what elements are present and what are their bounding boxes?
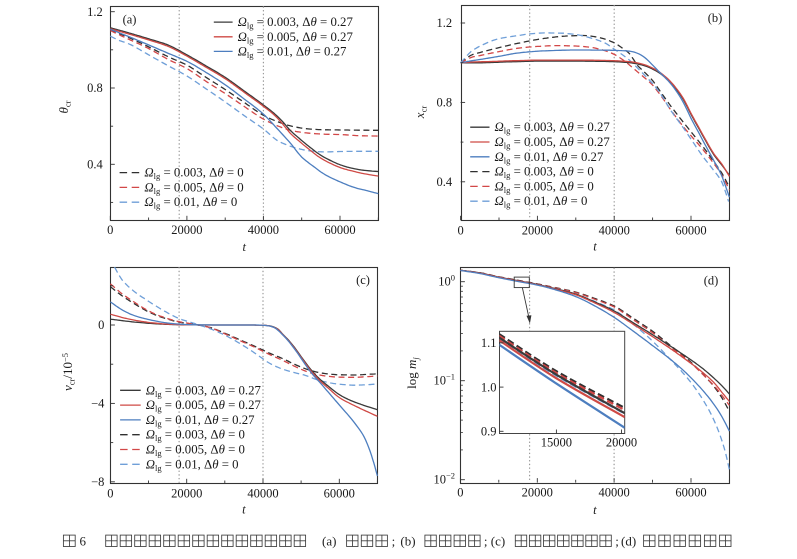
svg-text:Ωlg = 0.01, Δθ = 0: Ωlg = 0.01, Δθ = 0 [495,194,588,210]
svg-text:0.4: 0.4 [87,158,103,172]
svg-text:40000: 40000 [599,223,630,237]
svg-text:20000: 20000 [171,223,202,237]
svg-text:(c): (c) [356,273,370,287]
svg-text:Ωlg = 0.01, Δθ = 0.27: Ωlg = 0.01, Δθ = 0.27 [238,44,347,60]
svg-text:θcr: θcr [56,100,73,113]
svg-text:Ωlg = 0.003, Δθ = 0: Ωlg = 0.003, Δθ = 0 [144,166,243,182]
svg-text:t: t [243,240,247,254]
svg-text:60000: 60000 [675,223,706,237]
svg-text:0: 0 [107,487,113,501]
svg-text:0: 0 [98,318,104,332]
svg-text:Ωlg = 0.003, Δθ = 0.27: Ωlg = 0.003, Δθ = 0.27 [495,120,611,136]
svg-text:20000: 20000 [171,487,202,501]
svg-text:;: ; [615,534,619,549]
svg-text:Ωlg = 0.01, Δθ = 0.27: Ωlg = 0.01, Δθ = 0.27 [146,413,255,429]
svg-text:Ωlg = 0.01, Δθ = 0: Ωlg = 0.01, Δθ = 0 [144,195,237,211]
svg-text:Ωlg = 0.003, Δθ = 0: Ωlg = 0.003, Δθ = 0 [146,428,245,444]
svg-text:60000: 60000 [324,223,355,237]
svg-text:Ωlg = 0.005, Δθ = 0: Ωlg = 0.005, Δθ = 0 [144,180,243,196]
svg-text:−4: −4 [91,397,105,411]
svg-text:1.2: 1.2 [436,16,452,30]
svg-text:60000: 60000 [675,486,706,500]
svg-text:Ωlg = 0.005, Δθ = 0.27: Ωlg = 0.005, Δθ = 0.27 [495,135,611,151]
svg-text:60000: 60000 [324,487,355,501]
svg-text:;: ; [392,534,396,549]
svg-text:xcr: xcr [412,106,429,120]
svg-text:(c): (c) [491,534,505,549]
svg-text:20000: 20000 [522,223,553,237]
svg-text:0.8: 0.8 [436,96,452,110]
svg-text:40000: 40000 [598,486,629,500]
svg-text:0: 0 [457,486,463,500]
svg-text:1.2: 1.2 [87,5,103,19]
svg-text:0.9: 0.9 [481,425,497,439]
svg-text:t: t [242,502,246,516]
svg-text:0: 0 [107,223,113,237]
svg-text:0: 0 [457,223,463,237]
svg-text:6: 6 [80,534,87,549]
svg-text:Ωlg = 0.005, Δθ = 0: Ωlg = 0.005, Δθ = 0 [495,179,594,195]
svg-text:Ωlg = 0.003, Δθ = 0.27: Ωlg = 0.003, Δθ = 0.27 [238,15,354,31]
svg-text:(d): (d) [621,534,636,549]
svg-text:;: ; [484,534,488,549]
svg-text:Ωlg = 0.003, Δθ = 0.27: Ωlg = 0.003, Δθ = 0.27 [146,383,262,399]
svg-text:Ωlg = 0.01, Δθ = 0.27: Ωlg = 0.01, Δθ = 0.27 [495,150,604,166]
svg-text:20000: 20000 [606,436,637,450]
svg-text:−8: −8 [91,475,104,489]
svg-text:Ωlg = 0.01, Δθ = 0: Ωlg = 0.01, Δθ = 0 [146,457,239,473]
svg-text:(b): (b) [708,11,723,25]
svg-text:Ωlg = 0.005, Δθ = 0: Ωlg = 0.005, Δθ = 0 [146,443,245,459]
svg-text:Ωlg = 0.005, Δθ = 0.27: Ωlg = 0.005, Δθ = 0.27 [238,30,354,46]
svg-text:vcr/10−5: vcr/10−5 [60,353,77,391]
svg-text:(a): (a) [322,534,336,549]
svg-text:40000: 40000 [247,487,278,501]
svg-text:0.4: 0.4 [436,175,452,189]
svg-text:20000: 20000 [522,486,553,500]
svg-text:Ωlg = 0.005, Δθ = 0.27: Ωlg = 0.005, Δθ = 0.27 [146,398,262,414]
svg-text:1.0: 1.0 [481,380,497,394]
svg-text:15000: 15000 [541,436,572,450]
svg-text:log mj: log mj [404,357,421,389]
svg-text:(d): (d) [704,274,719,288]
svg-text:0.8: 0.8 [87,81,103,95]
svg-text:t: t [593,503,597,517]
svg-text:(b): (b) [400,534,415,549]
svg-text:1.1: 1.1 [481,336,497,350]
svg-text:(a): (a) [123,13,137,27]
svg-text:Ωlg = 0.003, Δθ = 0: Ωlg = 0.003, Δθ = 0 [495,165,594,181]
svg-text:t: t [593,239,597,253]
svg-text:40000: 40000 [248,223,279,237]
